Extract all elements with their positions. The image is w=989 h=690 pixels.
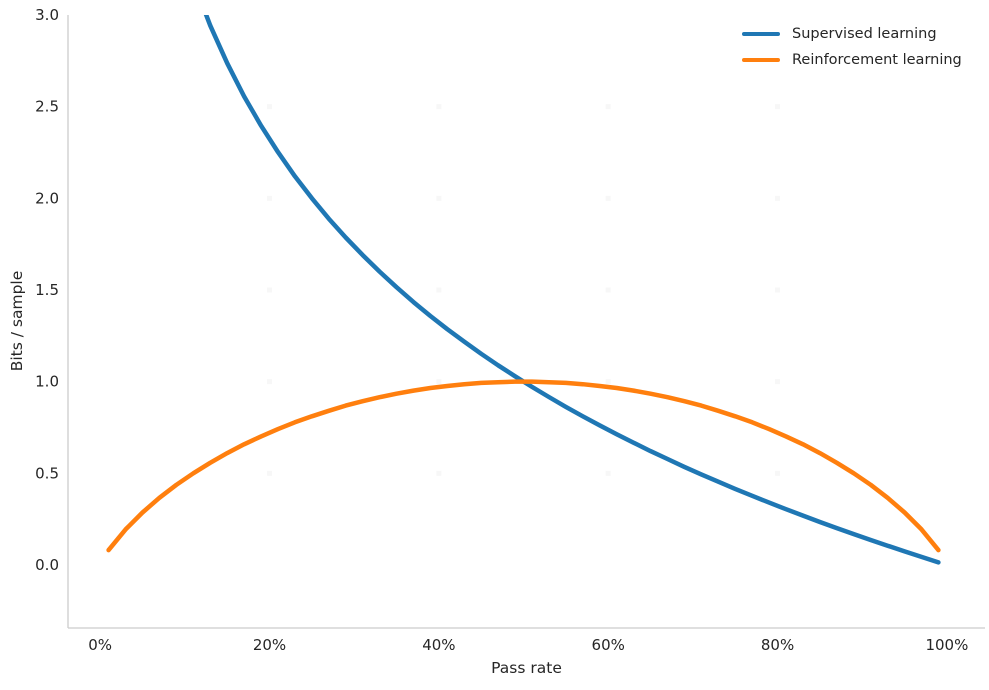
grid-dot bbox=[605, 379, 611, 385]
y-tick-label: 3.0 bbox=[35, 6, 59, 24]
x-tick-label: 20% bbox=[253, 636, 286, 654]
y-tick-label: 2.5 bbox=[35, 98, 59, 116]
grid-dot bbox=[436, 195, 442, 201]
grid-dot bbox=[436, 287, 442, 293]
reinforcement-line-swatch bbox=[742, 57, 780, 63]
grid-dot bbox=[775, 104, 781, 110]
y-tick-label: 1.0 bbox=[35, 373, 59, 391]
grid-dot bbox=[436, 379, 442, 385]
legend-label-reinforcement: Reinforcement learning bbox=[792, 52, 962, 68]
supervised-line-swatch bbox=[742, 31, 780, 37]
x-axis-label: Pass rate bbox=[491, 659, 562, 677]
legend-item-supervised: Supervised learning bbox=[742, 24, 962, 44]
grid-dot bbox=[267, 195, 273, 201]
legend-item-reinforcement: Reinforcement learning bbox=[742, 50, 962, 70]
grid-dot bbox=[436, 470, 442, 476]
x-tick-label: 100% bbox=[925, 636, 968, 654]
y-tick-label: 0.0 bbox=[35, 556, 59, 574]
grid-dot bbox=[605, 470, 611, 476]
grid-dot bbox=[436, 104, 442, 110]
y-tick-label: 2.0 bbox=[35, 189, 59, 207]
x-tick-label: 60% bbox=[592, 636, 625, 654]
y-tick-label: 0.5 bbox=[35, 464, 59, 482]
grid-dot bbox=[775, 287, 781, 293]
reinforcement-learning-curve bbox=[106, 379, 941, 553]
legend: Supervised learning Reinforcement learni… bbox=[742, 24, 962, 70]
legend-label-supervised: Supervised learning bbox=[792, 26, 937, 42]
grid-dot bbox=[267, 470, 273, 476]
grid-dot bbox=[267, 104, 273, 110]
supervised-learning-curve bbox=[203, 15, 941, 565]
grid-dot bbox=[775, 379, 781, 385]
x-tick-label: 40% bbox=[422, 636, 455, 654]
grid-dot bbox=[605, 104, 611, 110]
grid-dot bbox=[267, 287, 273, 293]
y-axis-label: Bits / sample bbox=[8, 270, 26, 372]
y-tick-label: 1.5 bbox=[35, 281, 59, 299]
grid-dot bbox=[775, 470, 781, 476]
x-tick-label: 80% bbox=[761, 636, 794, 654]
grid-dot bbox=[605, 287, 611, 293]
grid-dot bbox=[267, 379, 273, 385]
grid-dot bbox=[605, 195, 611, 201]
grid-dot bbox=[775, 195, 781, 201]
x-tick-label: 0% bbox=[88, 636, 112, 654]
